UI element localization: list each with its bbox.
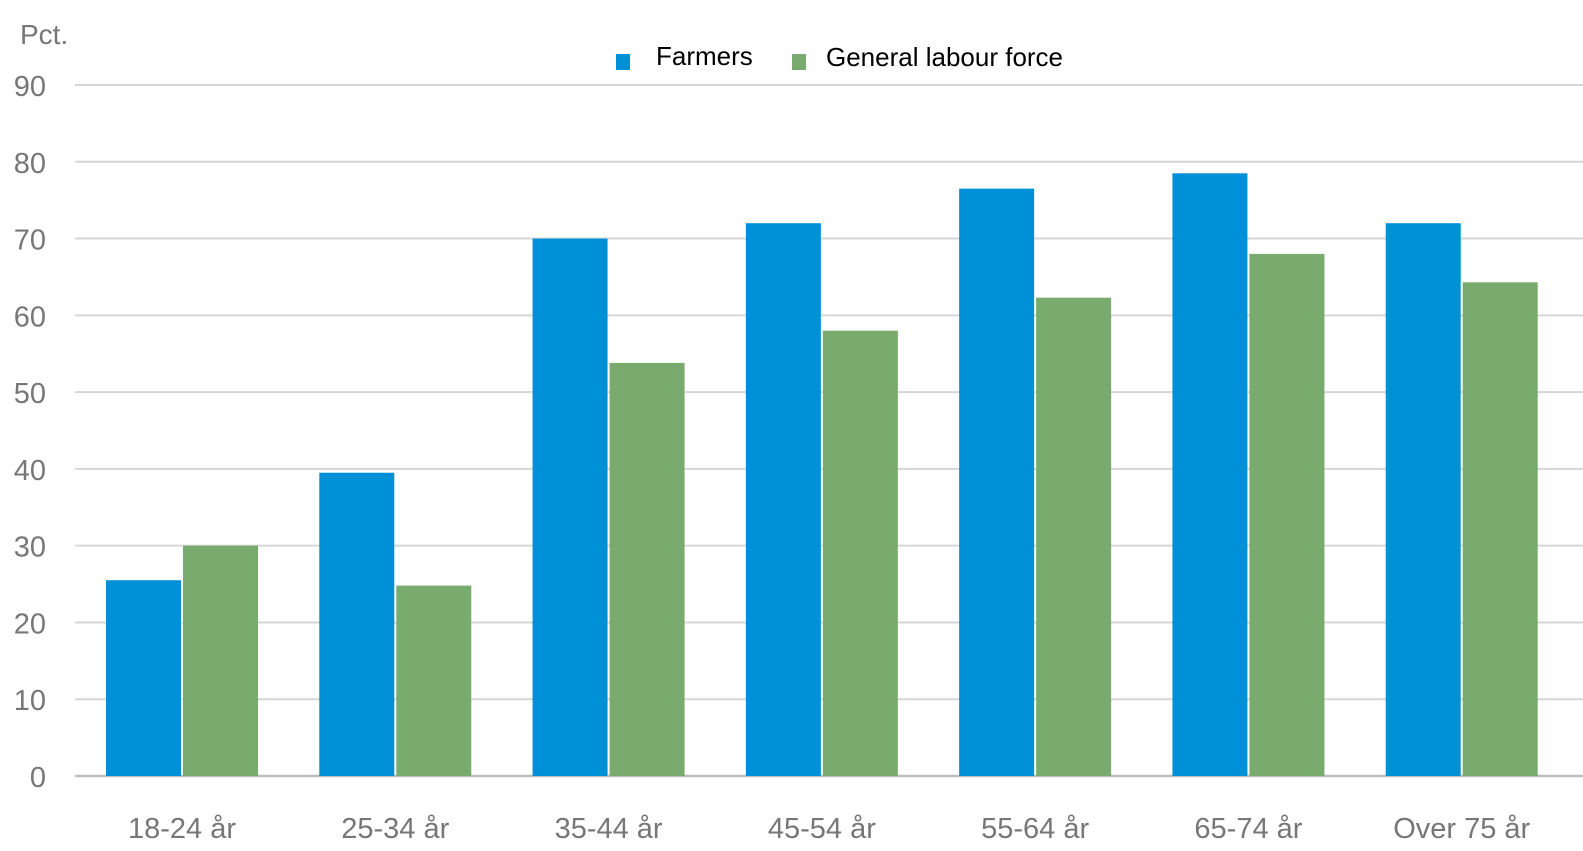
legend-label-general-labour-force: General labour force [826, 42, 1063, 72]
bar-farmers [1385, 223, 1461, 776]
bar-general-labour-force [609, 362, 685, 776]
x-category-label: 25-34 år [341, 813, 449, 845]
bar-farmers [1172, 173, 1248, 777]
bar-farmers [745, 223, 821, 776]
y-tick-label: 80 [14, 148, 46, 180]
legend-swatch-farmers [616, 54, 630, 70]
bar-farmers [959, 188, 1035, 776]
x-category-label: 45-54 år [768, 813, 876, 845]
y-tick-labels: 0 10 20 30 40 50 60 70 80 90 [14, 71, 46, 794]
y-axis-unit-label: Pct. [20, 19, 68, 50]
bar-farmers [532, 238, 608, 777]
legend-label-farmers: Farmers [656, 41, 753, 71]
bar-general-labour-force [1036, 297, 1112, 776]
x-category-label: 55-64 år [981, 813, 1089, 845]
y-tick-label: 70 [14, 225, 46, 257]
y-tick-label: 90 [14, 71, 46, 103]
legend-swatch-general-labour-force [792, 54, 806, 70]
bar-general-labour-force [822, 330, 898, 776]
x-category-labels: 18-24 år 25-34 år 35-44 år 45-54 år 55-64 år… [128, 813, 1531, 845]
y-tick-label: 10 [14, 685, 46, 717]
y-tick-label: 30 [14, 532, 46, 564]
bar-general-labour-force [183, 545, 258, 776]
y-tick-label: 60 [14, 301, 46, 333]
bar-farmers [106, 580, 181, 776]
x-category-label: 65-74 år [1194, 813, 1302, 845]
x-category-label: Over 75 år [1393, 813, 1530, 845]
bar-general-labour-force [396, 585, 472, 776]
bar-farmers [319, 472, 395, 776]
bar-general-labour-force [1462, 282, 1538, 776]
x-category-label: 35-44 år [555, 813, 663, 845]
y-tick-label: 50 [14, 378, 46, 410]
y-tick-label: 40 [14, 455, 46, 487]
y-tick-label: 0 [30, 762, 46, 794]
bar-general-labour-force [1249, 253, 1325, 776]
x-category-label: 18-24 år [128, 813, 236, 845]
bars-layer [106, 173, 1538, 777]
y-tick-label: 20 [14, 608, 46, 640]
legend: Farmers General labour force [616, 41, 1063, 72]
